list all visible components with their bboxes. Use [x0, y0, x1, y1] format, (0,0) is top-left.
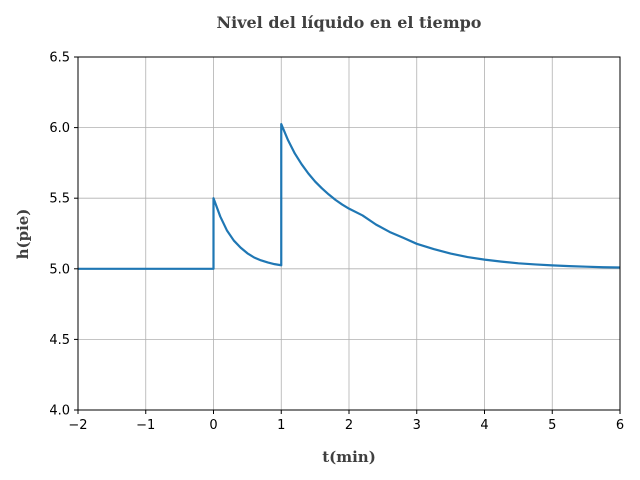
x-tick-label: 4	[480, 418, 488, 433]
plot-area	[78, 122, 621, 270]
x-tick-label: 2	[345, 418, 353, 433]
x-axis-label: t(min)	[322, 448, 376, 466]
x-tick-label: 5	[548, 418, 556, 433]
y-tick-label: 5.0	[49, 262, 70, 277]
x-tick-label: 0	[209, 418, 217, 433]
y-axis-label: h(pie)	[14, 209, 32, 260]
x-tick-label: −2	[68, 418, 87, 433]
y-tick-label: 4.5	[49, 333, 70, 348]
grid-lines	[77, 56, 621, 411]
y-tick-label: 6.0	[49, 121, 70, 136]
x-tick-label: 1	[277, 418, 285, 433]
x-tick-label: −1	[136, 418, 155, 433]
y-tick-label: 4.0	[49, 404, 70, 419]
series-line	[78, 122, 621, 270]
axis-ticks: −2 −1 0 1 2 3 4 5 6 4.0 4.5 5.0 5.5 6.0 6.5	[49, 51, 624, 434]
y-tick-label: 6.5	[49, 51, 70, 66]
x-tick-label: 6	[616, 418, 624, 433]
chart-title: Nivel del líquido en el tiempo	[217, 13, 482, 32]
y-tick-label: 5.5	[49, 192, 70, 207]
x-tick-label: 3	[413, 418, 421, 433]
